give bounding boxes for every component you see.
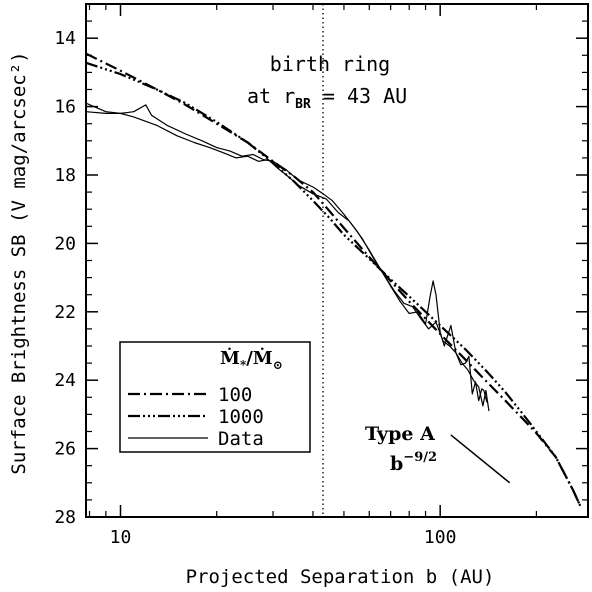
y-tick-label: 14: [54, 28, 76, 49]
y-tick-label: 16: [54, 97, 76, 118]
y-tick-label: 18: [54, 165, 76, 186]
y-axis-title: Surface Brightness SB (V mag/arcsec²): [8, 51, 30, 474]
legend-title-sun: ⊙: [273, 358, 283, 372]
y-tick-label: 20: [54, 233, 76, 254]
x-tick-label: 100: [424, 527, 457, 548]
power-law-label: b−9/2: [390, 450, 437, 475]
y-axis: 14 16 18 20 22 24 26 28: [54, 3, 588, 528]
series-line-data-3: [85, 102, 490, 412]
legend-label-100: 100: [218, 384, 252, 406]
type-a-label: Type A: [365, 423, 435, 445]
power-law-base: b: [390, 453, 403, 475]
x-axis-title: Projected Separation b (AU): [186, 566, 495, 588]
legend-label-1000: 1000: [218, 406, 264, 428]
series-layer: [85, 4, 582, 517]
birth-ring-at-r: at r: [247, 84, 295, 108]
y-tick-label: 24: [54, 370, 76, 391]
legend-title-over: /Ṁ: [246, 346, 273, 369]
birth-ring-label: birth ring: [270, 52, 390, 76]
birth-ring-radius-label: at rBR = 43 AU: [247, 84, 407, 112]
y-tick-label: 26: [54, 439, 76, 460]
legend-box: [119, 341, 311, 453]
type-a-slope-line: [450, 434, 511, 484]
legend-label-data: Data: [218, 428, 264, 450]
x-tick-label: 10: [110, 527, 132, 548]
x-axis: 10 100: [88, 4, 538, 548]
legend-title-star: *: [240, 358, 247, 372]
birth-ring-value: = 43 AU: [311, 84, 407, 108]
legend-title-mdot: Ṁ: [220, 346, 240, 369]
power-law-exponent: −9/2: [403, 450, 437, 465]
y-tick-label: 22: [54, 302, 76, 323]
series-line-100-0: [85, 52, 582, 508]
y-tick-label: 28: [54, 507, 76, 528]
legend-title: Ṁ*/Ṁ⊙: [220, 346, 283, 372]
legend: Ṁ*/Ṁ⊙ 100 1000 Data: [119, 341, 311, 453]
series-line-1000-1: [85, 61, 582, 508]
birth-ring-subscript: BR: [295, 97, 311, 112]
